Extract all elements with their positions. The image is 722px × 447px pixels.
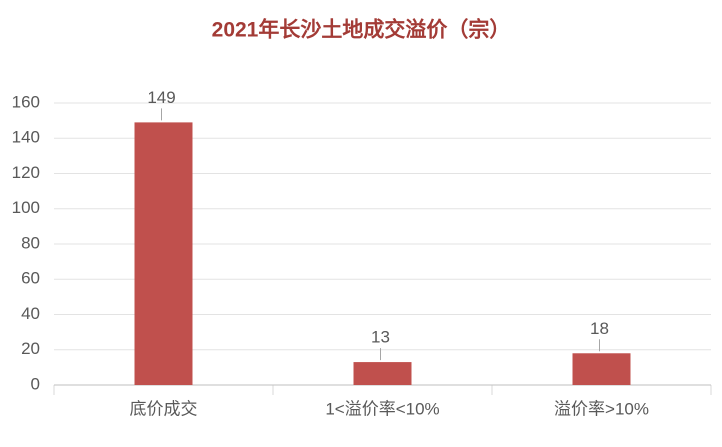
data-label: 149: [147, 88, 175, 107]
y-tick-label: 60: [21, 269, 40, 288]
y-tick-label: 120: [12, 163, 40, 182]
y-tick-label: 20: [21, 339, 40, 358]
y-tick-label: 80: [21, 233, 40, 252]
chart-title: 2021年长沙土地成交溢价（宗）: [212, 18, 511, 42]
y-tick-label: 160: [12, 92, 40, 111]
y-tick-label: 100: [12, 198, 40, 217]
x-tick-label: 1<溢价率<10%: [325, 399, 439, 418]
category-separators: [53, 385, 712, 395]
y-tick-label: 140: [12, 128, 40, 147]
bar: [353, 362, 412, 385]
bar: [134, 122, 193, 385]
y-tick-label: 0: [31, 374, 40, 393]
bar: [572, 353, 631, 385]
x-tick-label: 溢价率>10%: [554, 399, 649, 418]
data-label: 13: [371, 328, 390, 347]
x-tick-label: 底价成交: [130, 399, 198, 418]
data-label: 18: [590, 319, 609, 338]
y-tick-label: 40: [21, 304, 40, 323]
